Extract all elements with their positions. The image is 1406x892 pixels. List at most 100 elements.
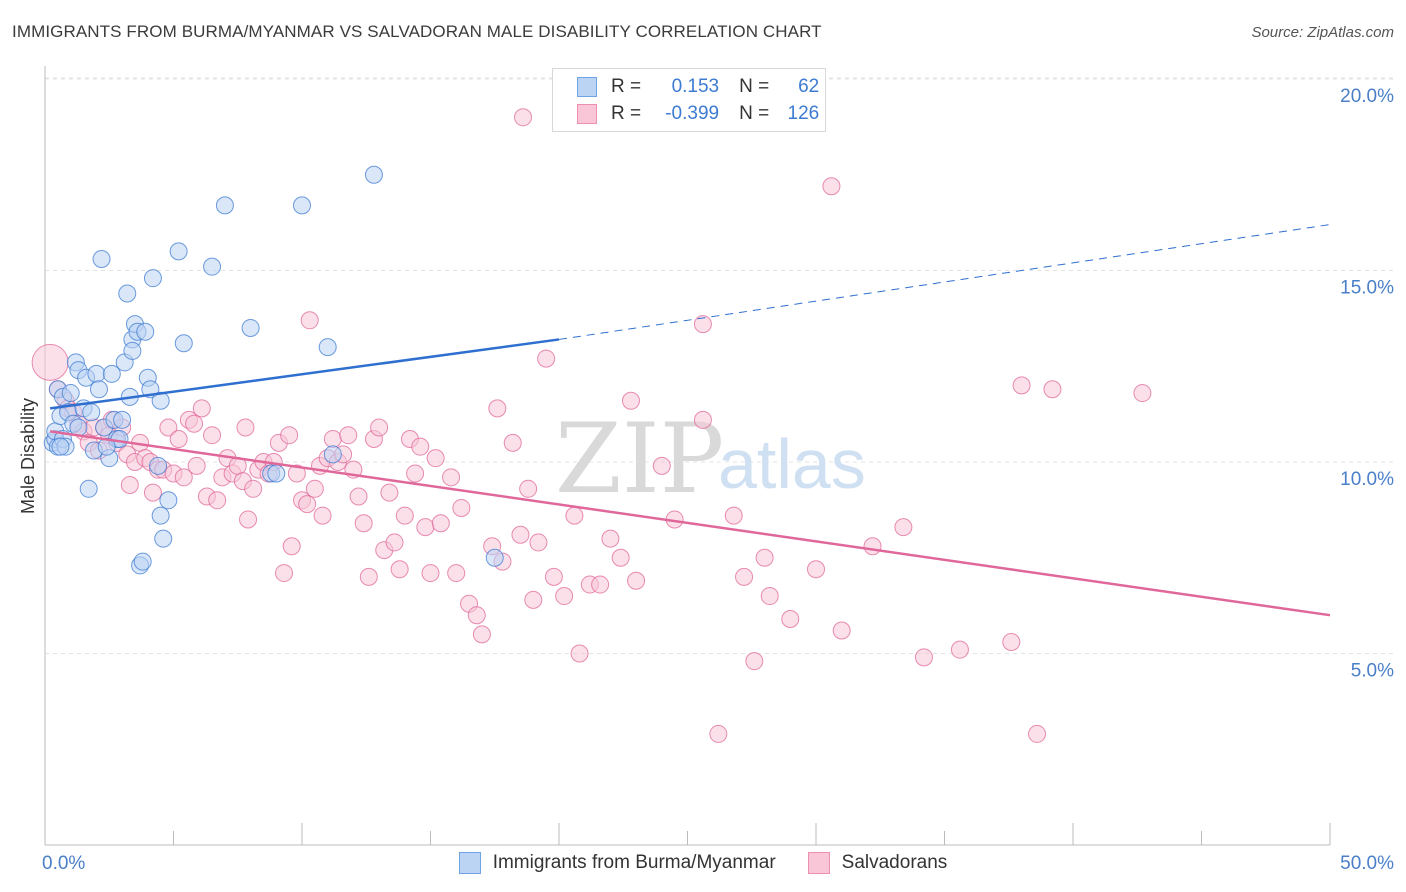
salvadoran-point bbox=[1002, 633, 1021, 652]
x-tick-label-min: 0.0% bbox=[42, 853, 85, 874]
burma-point bbox=[154, 529, 173, 548]
burma-point bbox=[123, 341, 142, 360]
watermark-atlas: atlas bbox=[718, 425, 866, 503]
salvadoran-point bbox=[472, 625, 491, 644]
burma-point bbox=[485, 548, 504, 567]
salvadoran-point bbox=[442, 468, 461, 487]
salvadoran-point bbox=[514, 108, 533, 127]
trend-layer bbox=[49, 224, 1331, 617]
salvadoran-point bbox=[1028, 724, 1047, 743]
salvadoran-point bbox=[174, 468, 193, 487]
salvadoran-point bbox=[544, 567, 563, 586]
y-axis-tick-labels: 5.0% 10.0% 15.0% 20.0% bbox=[1340, 86, 1394, 682]
salvadoran-point bbox=[555, 587, 574, 606]
salvadoran-point bbox=[894, 518, 913, 537]
salvadoran-point bbox=[1133, 384, 1152, 403]
salvadoran-point bbox=[298, 495, 317, 514]
salvadoran-point bbox=[349, 487, 368, 506]
salvadoran-point bbox=[781, 610, 800, 629]
salvadoran-point bbox=[611, 548, 630, 567]
legend-r-value-burma: 0.153 bbox=[671, 76, 720, 97]
salvadoran-point bbox=[709, 724, 728, 743]
salvadoran-point bbox=[192, 399, 211, 418]
series-name-burma: Immigrants from Burma/Myanmar bbox=[492, 852, 776, 873]
legend-n-label: N = bbox=[739, 103, 770, 124]
burma-point bbox=[143, 269, 162, 288]
salvadoran-point bbox=[300, 311, 319, 330]
salvadoran-point bbox=[187, 456, 206, 475]
burma-point bbox=[267, 464, 286, 483]
y-tick-label: 15.0% bbox=[1340, 278, 1394, 299]
salvadoran-point bbox=[601, 529, 620, 548]
salvadoran-point bbox=[621, 391, 640, 410]
salvadoran-point bbox=[143, 483, 162, 502]
burma-point bbox=[61, 384, 80, 403]
salvadoran-point bbox=[431, 514, 450, 533]
salvadoran-point bbox=[591, 575, 610, 594]
salvadoran-point bbox=[755, 548, 774, 567]
salvadoran-point bbox=[323, 430, 342, 449]
salvadoran-point bbox=[745, 652, 764, 671]
salvadoran-point bbox=[863, 537, 882, 556]
legend-swatch-burma bbox=[577, 77, 597, 97]
series-swatch-salvadoran bbox=[807, 852, 830, 874]
legend-r-label: R = bbox=[611, 76, 642, 97]
legend-r-label: R = bbox=[611, 103, 642, 124]
salvadoran-point bbox=[519, 479, 538, 498]
burma-point bbox=[118, 284, 137, 303]
burma-point bbox=[203, 257, 222, 276]
salvadoran-point bbox=[390, 560, 409, 579]
salvadoran-point bbox=[1012, 376, 1031, 395]
legend-swatch-salvadoran bbox=[577, 104, 597, 124]
burma-point bbox=[241, 318, 260, 337]
salvadoran-point bbox=[159, 418, 178, 437]
salvadoran-point bbox=[280, 426, 299, 445]
burma-point bbox=[215, 196, 234, 215]
burma-point bbox=[293, 196, 311, 215]
salvadoran-point bbox=[185, 414, 204, 433]
burma-point bbox=[87, 364, 106, 383]
burma-point bbox=[364, 165, 383, 184]
salvadoran-point bbox=[120, 475, 139, 494]
burma-point bbox=[323, 445, 342, 464]
salvadoran-point bbox=[380, 483, 399, 502]
salvadoran-point bbox=[411, 437, 430, 456]
salvadoran-point bbox=[529, 533, 548, 552]
burma-point bbox=[149, 456, 168, 475]
legend-row-burma: R = 0.153 N = 62 bbox=[577, 75, 819, 99]
salvadoran-point bbox=[421, 564, 440, 583]
salvadoran-point bbox=[395, 506, 414, 525]
burma-point bbox=[136, 322, 155, 341]
series-legend-salvadoran: Salvadorans bbox=[807, 852, 947, 874]
burma-point bbox=[92, 250, 111, 269]
burma-point bbox=[169, 242, 188, 261]
salvadoran-point bbox=[452, 498, 471, 517]
salvadoran-point bbox=[275, 564, 294, 583]
burma-point bbox=[133, 552, 152, 571]
salvadoran-point bbox=[313, 506, 332, 525]
salvadoran-point bbox=[652, 456, 671, 475]
salvadoran-point bbox=[693, 315, 712, 334]
salvadoran-point bbox=[244, 479, 263, 498]
salvadoran-point bbox=[724, 506, 743, 525]
burma-point bbox=[159, 491, 178, 510]
salvadoran-point bbox=[370, 418, 389, 437]
y-axis-label: Male Disability bbox=[18, 398, 38, 514]
salvadoran-point bbox=[239, 510, 258, 529]
salvadoran-point bbox=[282, 537, 301, 556]
stats-legend: R = 0.153 N = 62 R = -0.399 N = 126 bbox=[552, 68, 826, 132]
burma-trendline-extension bbox=[558, 224, 1331, 340]
y-tick-label: 20.0% bbox=[1340, 86, 1394, 107]
salvadoran-point bbox=[1043, 380, 1062, 399]
burma-point bbox=[102, 364, 121, 383]
chart-source: Source: ZipAtlas.com bbox=[1251, 24, 1394, 41]
grid-lines bbox=[45, 77, 1395, 654]
salvadoran-point bbox=[627, 571, 646, 590]
salvadoran-point bbox=[503, 433, 522, 452]
salvadoran-point bbox=[488, 399, 507, 418]
salvadoran-point bbox=[208, 491, 227, 510]
salvadoran-point bbox=[169, 430, 188, 449]
salvadoran-point bbox=[822, 177, 841, 196]
series-swatch-burma bbox=[458, 852, 481, 874]
x-axis-ticks bbox=[44, 823, 1331, 845]
